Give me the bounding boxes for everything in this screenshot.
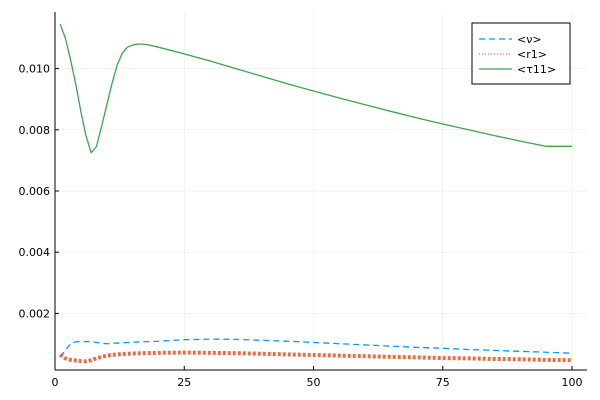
y-tick-label: 0.006 <box>19 185 51 198</box>
y-tick-label: 0.002 <box>19 307 51 320</box>
x-tick-label: 50 <box>307 376 321 389</box>
series-line-2 <box>59 350 573 364</box>
legend: <ν> <r1> <τ11> <box>471 22 571 85</box>
y-tick-label: 0.004 <box>19 246 51 259</box>
x-tick-label: 0 <box>52 376 59 389</box>
series-line-1 <box>59 338 573 358</box>
legend-label-2: <r1> <box>517 48 547 61</box>
legend-label-1: <ν> <box>517 33 542 46</box>
y-tick-label: 0.010 <box>19 63 51 76</box>
x-tick-label: 75 <box>436 376 450 389</box>
legend-label-3: <τ11> <box>517 63 556 76</box>
series-line-3 <box>59 24 573 154</box>
x-tick-label: 100 <box>562 376 583 389</box>
ticks-layer: 0 25 50 75 100 0.002 0.004 0.006 0.008 0.010 <box>19 63 583 389</box>
y-tick-label: 0.008 <box>19 124 51 137</box>
x-tick-label: 25 <box>177 376 191 389</box>
series-layer <box>59 24 573 364</box>
